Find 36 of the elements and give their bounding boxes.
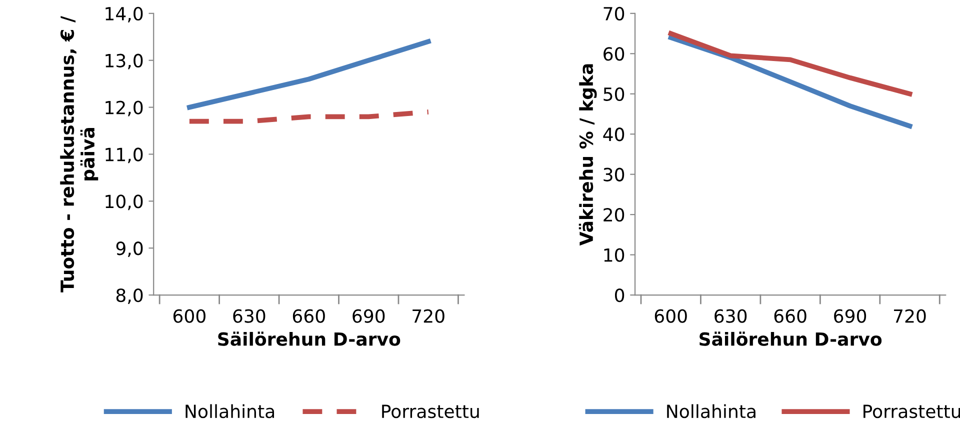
- y-tick-label: 50: [604, 87, 624, 101]
- y-tick-label: 10: [604, 248, 624, 262]
- line-series: [668, 31, 912, 96]
- x-tick-label: 630: [714, 309, 747, 323]
- y-tick-label: 60: [604, 47, 624, 61]
- x-axis-title: Säilörehun D-arvo: [700, 332, 882, 346]
- y-axis-title: Väkirehu % / kgka: [578, 64, 597, 246]
- x-tick-label: 600: [654, 309, 687, 323]
- x-tick-label: 660: [774, 309, 806, 323]
- y-tick-label: 9,0: [116, 242, 143, 258]
- y-tick-label: 10,0: [106, 194, 143, 210]
- x-tick-label: 660: [292, 309, 325, 323]
- y-tick-label: 13,0: [106, 54, 143, 70]
- y-tick-label: 30: [604, 168, 624, 182]
- line-series: [187, 39, 431, 110]
- legend-label: Nollahinta: [667, 404, 756, 418]
- y-tick-label: 40: [603, 128, 624, 142]
- legend-label: Porrastettu: [382, 404, 479, 418]
- y-axis-title: Tuotto - rehukustannus, € / päivä: [60, 16, 98, 292]
- line-series: [668, 35, 912, 128]
- x-tick-label: 630: [233, 309, 266, 323]
- x-axis-title: Säilörehun D-arvo: [218, 332, 400, 346]
- y-tick-label: 14,0: [106, 6, 143, 22]
- y-tick-label: 0: [614, 288, 624, 302]
- y-tick-label: 12,0: [106, 100, 143, 116]
- y-tick-label: 20: [604, 208, 624, 222]
- x-tick-label: 720: [412, 309, 444, 323]
- x-tick-label: 690: [352, 309, 385, 323]
- legend-label: Porrastettu: [864, 404, 960, 418]
- x-tick-label: 720: [894, 309, 926, 323]
- legend-label: Nollahinta: [186, 404, 274, 418]
- y-tick-label: 8,0: [116, 288, 143, 304]
- y-tick-label: 70: [604, 6, 624, 21]
- y-tick-label: 11,0: [106, 148, 143, 164]
- x-tick-label: 690: [834, 309, 866, 323]
- x-tick-label: 600: [173, 309, 206, 323]
